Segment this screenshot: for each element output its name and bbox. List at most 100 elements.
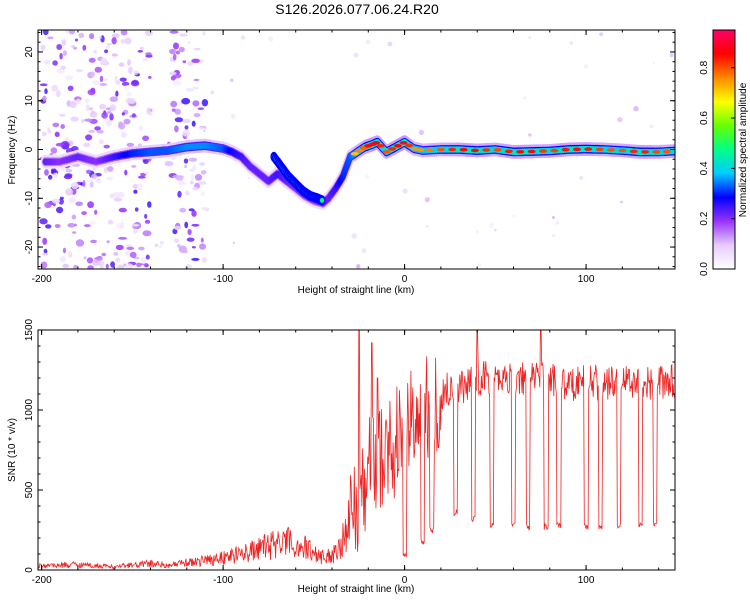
noise-speckle [175,50,180,55]
noise-speckle [477,263,482,267]
noise-speckle [88,57,96,63]
noise-speckle [552,234,555,237]
noise-speckle [103,166,109,173]
noise-speckle [145,30,153,37]
noise-speckle [106,111,112,114]
noise-speckle [62,50,67,56]
ridge-hotspot [350,152,359,156]
noise-speckle [180,182,188,185]
noise-speckle [68,30,76,35]
noise-speckle [192,86,199,90]
noise-speckle [123,118,131,125]
noise-speckle [134,207,139,212]
noise-speckle [551,216,555,219]
noise-speckle [52,60,58,66]
noise-speckle [353,52,359,58]
noise-speckle [118,62,125,67]
noise-speckle [123,263,126,267]
spectrogram-xtick-label: 0 [402,274,408,285]
noise-speckle [105,263,109,269]
ridge-hotspot [662,149,671,154]
noise-speckle [94,126,101,131]
noise-speckle [361,248,367,254]
noise-speckle [107,166,114,172]
noise-speckle [62,247,67,254]
noise-speckle [106,43,113,46]
noise-speckle [60,124,65,129]
noise-speckle [47,36,54,40]
noise-speckle [98,139,104,145]
noise-speckle [187,228,192,236]
ridge-hotspot [436,147,445,152]
noise-speckle [43,248,48,254]
noise-speckle [101,252,107,257]
branch-core [319,197,325,203]
noise-speckle [71,45,75,48]
noise-speckle [59,256,67,263]
noise-speckle [60,65,66,70]
noise-speckle [133,70,139,76]
noise-speckle [197,107,205,110]
noise-speckle [365,39,371,45]
noise-speckle [65,168,73,173]
noise-speckle [104,78,107,81]
noise-speckle [184,263,192,269]
noise-speckle [192,100,200,107]
colorbar-tick-label: 0.8 [699,60,710,74]
noise-speckle [106,176,114,181]
noise-speckle [84,118,93,122]
noise-speckle [652,61,655,64]
noise-speckle [78,32,85,39]
noise-speckle [121,112,125,116]
ridge-hotspot [382,150,391,154]
noise-speckle [114,75,118,83]
noise-speckle [126,142,134,147]
noise-speckle [136,262,142,268]
noise-speckle [39,218,48,225]
colorbar-tick-label: 0.0 [699,262,710,276]
ridge-hotspot [405,143,414,148]
noise-speckle [65,30,69,34]
noise-speckle [356,264,361,269]
noise-speckle [48,174,53,180]
noise-speckle [493,228,497,232]
ridge-hotspot [425,148,434,152]
noise-speckle [147,201,152,208]
noise-speckle [569,41,574,45]
noise-speckle [144,213,148,219]
noise-speckle [169,30,179,34]
noise-speckle [75,201,83,207]
noise-speckle [124,37,132,45]
colorbar-tick-label: 0.4 [699,161,710,175]
spectrogram-ytick-label: -20 [24,239,35,254]
noise-speckle [89,107,93,111]
noise-speckle [56,206,64,214]
noise-speckle [528,133,532,137]
snr-ytick-label: 500 [24,481,35,498]
noise-speckle [116,264,125,269]
colorbar: 0.0 0.2 0.4 0.6 0.8 Normalized spectral ampl… [699,29,749,276]
noise-speckle [51,198,61,204]
spectrogram-ytick-label: 0 [24,146,35,152]
ridge-hotspot [459,147,468,152]
snr-ytick-label: 0 [24,567,35,573]
noise-speckle [133,189,138,194]
noise-speckle [188,208,195,212]
noise-speckle [62,263,69,268]
noise-speckle [41,131,47,137]
noise-speckle [184,125,189,130]
ridge-hotspot [561,147,570,152]
colorbar-frame [712,29,736,270]
noise-speckle [154,243,159,247]
noise-speckle [617,117,623,123]
noise-speckle [145,254,150,260]
noise-speckle [125,85,129,92]
noise-speckle [48,130,52,134]
noise-speckle [138,125,144,132]
snr-ytick-label: 1500 [24,318,35,341]
snr-frame [37,329,676,571]
noise-speckle [426,224,429,228]
ridge-hotspot [493,148,502,152]
noise-speckle [199,127,205,130]
